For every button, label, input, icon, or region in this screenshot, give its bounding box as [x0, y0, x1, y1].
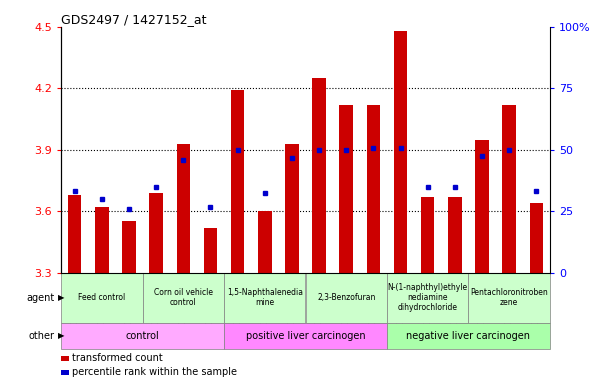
Bar	[68, 195, 81, 273]
Bar	[61, 323, 224, 349]
Bar	[203, 228, 218, 273]
Bar	[340, 105, 353, 273]
Bar	[224, 273, 306, 323]
Bar	[421, 197, 434, 273]
Text: agent: agent	[27, 293, 55, 303]
Bar	[469, 273, 550, 323]
Text: N-(1-naphthyl)ethyle
nediamine
dihydrochloride: N-(1-naphthyl)ethyle nediamine dihydroch…	[387, 283, 468, 313]
Text: transformed count: transformed count	[72, 353, 163, 363]
Text: negative liver carcinogen: negative liver carcinogen	[406, 331, 530, 341]
Text: GDS2497 / 1427152_at: GDS2497 / 1427152_at	[61, 13, 207, 26]
Text: positive liver carcinogen: positive liver carcinogen	[246, 331, 365, 341]
Text: Pentachloronitroben
zene: Pentachloronitroben zene	[470, 288, 548, 307]
Text: Corn oil vehicle
control: Corn oil vehicle control	[154, 288, 213, 307]
Text: percentile rank within the sample: percentile rank within the sample	[72, 367, 237, 377]
Text: ▶: ▶	[58, 293, 65, 302]
Text: ▶: ▶	[58, 331, 65, 341]
Text: 2,3-Benzofuran: 2,3-Benzofuran	[317, 293, 375, 302]
Text: other: other	[29, 331, 55, 341]
Bar	[312, 78, 326, 273]
Bar	[475, 139, 489, 273]
Bar	[231, 90, 244, 273]
Bar	[95, 207, 109, 273]
Bar	[367, 105, 380, 273]
Bar	[530, 203, 543, 273]
Bar	[61, 273, 142, 323]
Bar	[285, 144, 299, 273]
Bar	[149, 193, 163, 273]
Bar	[387, 273, 469, 323]
Bar	[306, 273, 387, 323]
Bar	[258, 211, 271, 273]
Bar	[224, 323, 387, 349]
Text: Feed control: Feed control	[78, 293, 125, 302]
Text: control: control	[126, 331, 159, 341]
Bar	[177, 144, 190, 273]
Bar	[448, 197, 462, 273]
Bar	[502, 105, 516, 273]
Text: 1,5-Naphthalenedia
mine: 1,5-Naphthalenedia mine	[227, 288, 303, 307]
Bar	[387, 323, 550, 349]
Bar	[122, 222, 136, 273]
Bar	[393, 31, 408, 273]
Bar	[142, 273, 224, 323]
